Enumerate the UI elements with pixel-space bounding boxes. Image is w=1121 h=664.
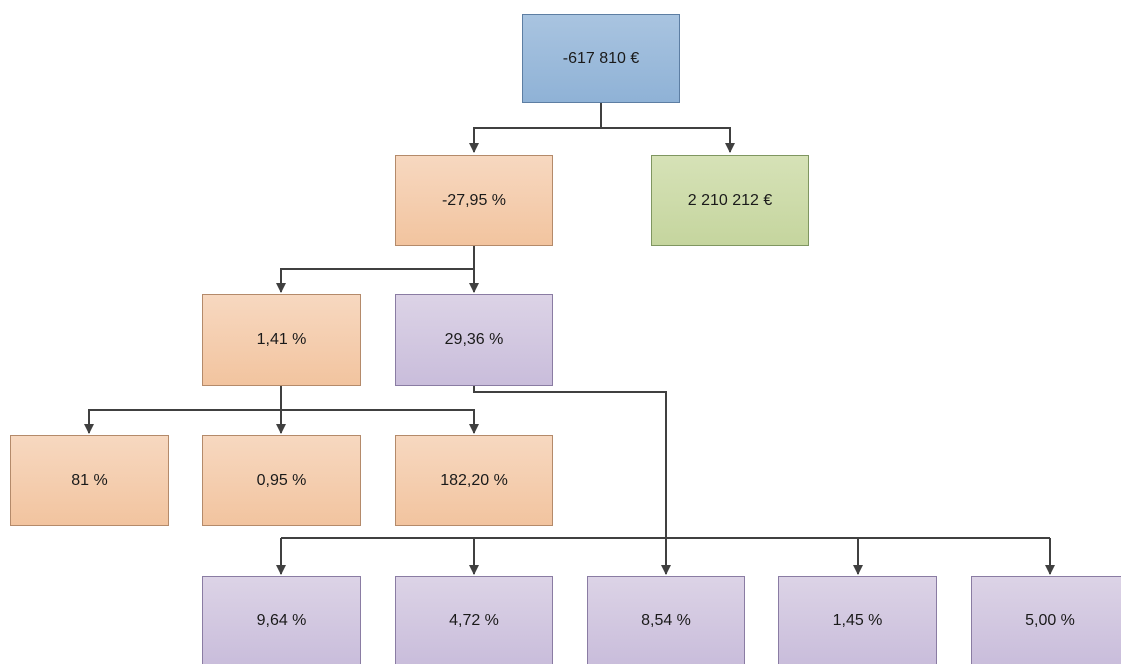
node-l5-c: 8,54 % (587, 576, 745, 664)
node-l4-c-label: 182,20 % (440, 471, 508, 489)
node-l2-right-label: 2 210 212 € (687, 191, 773, 209)
node-l4-a: 81 % (10, 435, 169, 526)
node-l3-left-label: 1,41 % (256, 331, 307, 348)
node-root-label: -617 810 € (562, 49, 640, 67)
node-l5-e-label: 5,00 % (1025, 612, 1075, 629)
node-l5-e: 5,00 % (971, 576, 1121, 664)
node-l4-b: 0,95 % (202, 435, 361, 526)
node-l4-b-label: 0,95 % (256, 471, 307, 489)
node-l2-left: -27,95 % (395, 155, 553, 246)
connector-l3-right-to-l5-c (473, 386, 671, 575)
connector-l2-to-l3-left (276, 246, 475, 293)
node-l4-a-label: 81 % (71, 471, 108, 489)
node-l5-a: 9,64 % (202, 576, 361, 664)
node-l2-right: 2 210 212 € (651, 155, 809, 246)
node-l5-a-label: 9,64 % (256, 612, 307, 629)
node-l5-d-label: 1,45 % (832, 612, 883, 629)
node-l3-right-label: 29,36 % (444, 331, 504, 348)
node-root: -617 810 € (522, 14, 680, 103)
node-l4-c: 182,20 % (395, 435, 553, 526)
connector-l3-to-l4-c (281, 409, 479, 434)
connector-root-to-l2-right (601, 127, 735, 153)
node-l3-right: 29,36 % (395, 294, 553, 386)
connector-root-to-l2-left (469, 103, 602, 153)
connector-l3-to-l4-a (84, 386, 282, 434)
node-l5-b-label: 4,72 % (449, 612, 499, 629)
node-l2-left-label: -27,95 % (441, 191, 507, 209)
node-l5-b: 4,72 % (395, 576, 553, 664)
node-l3-left: 1,41 % (202, 294, 361, 386)
node-l5-c-label: 8,54 % (641, 612, 691, 629)
node-l5-d: 1,45 % (778, 576, 937, 664)
